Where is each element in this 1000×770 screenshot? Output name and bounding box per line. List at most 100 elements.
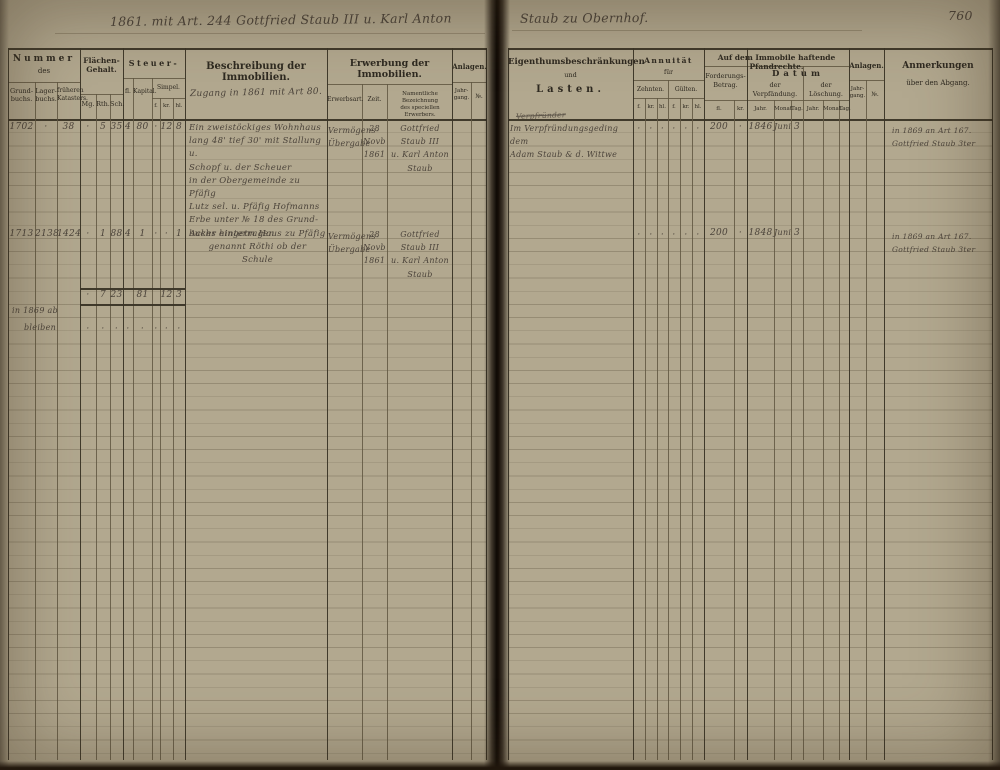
row2-grundbuchs: 1713 — [9, 229, 34, 239]
col-group-lasten-line3: Lasten. — [536, 84, 605, 95]
left-table-top-line — [8, 48, 487, 50]
row2-guelten-dot: · — [696, 230, 700, 240]
col-header-erwerber: Namentliche Bezeichnung des speciellen E… — [400, 91, 440, 118]
right-header-bottom-line — [508, 119, 993, 121]
beschreibung-header-note: Zugang in 1861 mit Art 80. — [189, 86, 323, 100]
unit-loesch-jahr: Jahr. — [806, 106, 820, 112]
col-header-nr-left: №. — [475, 93, 483, 100]
col-group-anlagen-left: Anlagen. — [452, 62, 487, 71]
sum-sch: 23 — [110, 290, 123, 300]
col-header-simpel-kr: kr. — [162, 103, 171, 109]
row2-zeit: 28 Novb 1861 — [363, 230, 386, 266]
unit-verpf-jahr: Jahr. — [754, 106, 767, 112]
unit-guelten-f: f. — [672, 104, 676, 110]
row1-guelten-dot: · — [672, 124, 676, 134]
col-header-erwerbsart: Erwerbsart. — [327, 96, 364, 103]
col-header-nr-right: №. — [871, 91, 879, 98]
unit-zehnten-hl: hl. — [658, 104, 667, 110]
col-group-nummer-sub: des — [37, 67, 51, 75]
col-group-anmerkungen: Anmerkungen — [902, 61, 974, 71]
sum-simpel-hl: 3 — [175, 290, 183, 300]
row2-guelten-dot: · — [684, 230, 688, 240]
row2-lagerbuchs: 2138 — [35, 229, 60, 239]
row1-verpf-jahr: 1846 — [748, 122, 773, 132]
left-page: Nummer des Grund- buchs. Lager- buchs. f… — [8, 48, 487, 760]
unit-guelten-kr: kr. — [682, 104, 690, 110]
row1-zehnten-dot: · — [637, 124, 641, 134]
col-header-sch: Sch. — [110, 100, 125, 108]
row1-steuer-fl: 4 — [124, 122, 132, 132]
row2-forderung-fl: 200 — [709, 228, 729, 238]
book-binding-gutter — [484, 0, 510, 770]
row1-simpel-hl: 8 — [175, 122, 183, 132]
row2-guelten-dot: · — [672, 230, 676, 240]
row2-zehnten-dot: · — [660, 230, 665, 240]
row1-mg: · — [86, 122, 90, 132]
col-header-steuer-fl: fl. — [125, 88, 131, 95]
row1-erwerbsart: Vermögens- Übergabe — [328, 126, 379, 148]
row2-beschreibung: Acker hinterm Haus zu Pfäfig genannt Röt… — [189, 229, 326, 266]
col-group-anlagen-right: Anlagen. — [849, 61, 884, 70]
row2-zehnten-dot: · — [649, 230, 653, 240]
col-group-flaechen: Flächen- Gehalt. — [83, 56, 120, 74]
col-group-lasten-line1: Eigenthumsbeschränkungen — [508, 57, 645, 67]
col-header-mg: Mg. — [81, 100, 95, 108]
row1-simpel-kr: 12 — [160, 122, 173, 132]
bleiben-dot: · — [177, 324, 181, 334]
sum-simpel-kr: 12 — [160, 290, 173, 300]
col-header-lagerbuchs: Lager- buchs. — [35, 87, 57, 103]
unit-zehnten-kr: kr. — [647, 104, 655, 110]
col-header-jahrgang-right: Jahr- gang. — [849, 86, 866, 99]
row1-grundbuchs: 1702 — [9, 122, 34, 132]
row2-verpf-jahr: 1848 — [748, 228, 773, 238]
col-group-erwerbung: Erwerbung der Immobilien. — [349, 58, 430, 80]
row1-lagerbuchs: · — [44, 122, 48, 132]
col-header-jahrgang-left: Jahr- gang. — [453, 88, 470, 101]
right-page: Eigenthumsbeschränkungen und Lasten. Ann… — [508, 48, 993, 760]
col-header-steuer-kapital: Kapital. — [133, 88, 157, 95]
row1-kataster: 38 — [62, 122, 75, 132]
col-group-lasten-line2: und — [564, 71, 577, 79]
unit-zehnten-f: f. — [637, 104, 641, 110]
unit-verpf-monat: Monat. — [774, 106, 794, 112]
row2-mg: · — [86, 229, 90, 239]
sum-mg: · — [86, 290, 90, 300]
margin-rule-left — [55, 33, 485, 34]
bleiben-dot: · — [140, 324, 145, 334]
left-header-bottom-line — [8, 119, 487, 121]
row2-simpel-f: · — [154, 229, 158, 239]
row1-rth: 5 — [99, 122, 107, 132]
col-header-zehnten: Zehnten. — [636, 86, 665, 93]
row1-erwerber: Gottfried Staub III u. Karl Anton Staub — [391, 124, 449, 173]
col-group-annuitaet-sub: für — [664, 69, 673, 76]
row2-forderung-kr: · — [738, 228, 743, 238]
row2-verpf-monat: Juni — [774, 228, 792, 237]
col-header-verpfaendung: der Verpfändung. — [752, 81, 798, 98]
sum-rth: 7 — [99, 290, 107, 300]
col-group-nummer: Nummer — [12, 54, 76, 64]
col-group-datum: Datum — [772, 69, 824, 79]
row2-verpf-tag: 3 — [793, 228, 801, 238]
bleiben-dot: · — [154, 324, 158, 334]
row2-erwerbsart: Vermögens- Übergabe — [328, 232, 379, 254]
row1-zehnten-dot: · — [660, 124, 665, 134]
col-group-steuer: Steuer- — [128, 58, 180, 68]
right-table-top-line — [508, 48, 993, 50]
col-header-simpel-hl: hl. — [175, 103, 183, 109]
row1-zehnten-dot: · — [649, 124, 653, 134]
abgang-note-line2: bleiben — [24, 323, 57, 332]
row1-forderung-fl: 200 — [709, 122, 729, 132]
row1-forderung-kr: · — [738, 122, 743, 132]
row2-anmerkung: in 1869 an Art 167. Gottfried Staub 3ter — [892, 232, 976, 254]
unit-guelten-hl: hl. — [694, 104, 702, 110]
col-group-pfandrechte: Auf dem Immobile haftende Pfandrechte. — [717, 53, 836, 71]
row1-beschreibung: Ein zweistöckiges Wohnhaus lang 48' tief… — [189, 123, 322, 239]
row2-kataster: 1424 — [57, 229, 82, 239]
col-header-kataster: früheren Katasters. — [57, 87, 88, 102]
row1-guelten-dot: · — [684, 124, 688, 134]
row1-verpf-monat: Juni — [774, 122, 792, 131]
bleiben-dot: · — [164, 324, 169, 334]
col-group-beschreibung: Beschreibung der Immobilien. — [206, 61, 306, 83]
col-group-simpel: Simpel. — [157, 84, 180, 91]
